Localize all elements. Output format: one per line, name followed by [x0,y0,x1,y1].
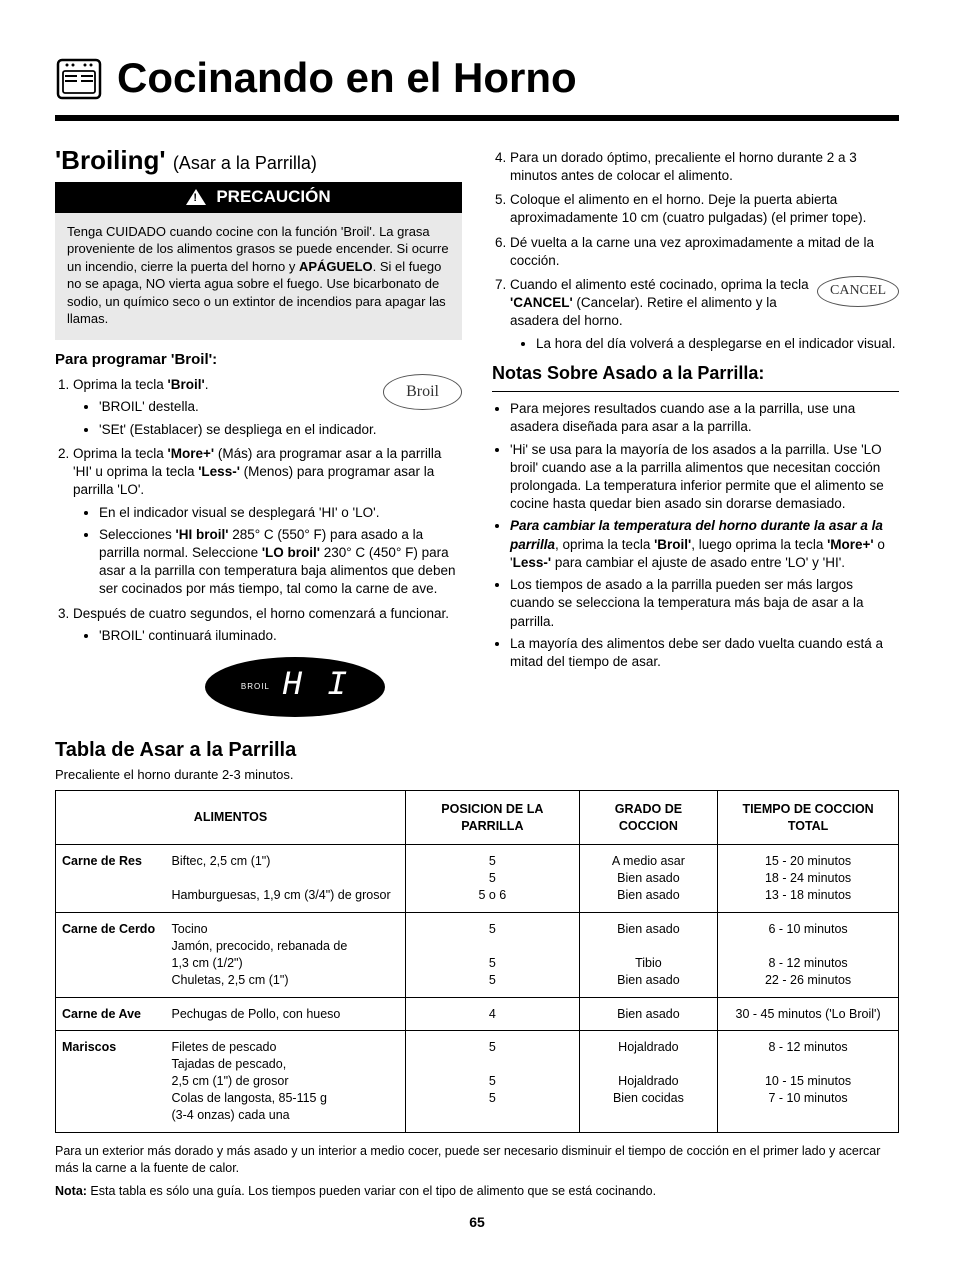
caution-body: Tenga CUIDADO cuando cocine con la funci… [55,213,462,340]
table-footer: Para un exterior más dorado y más asado … [55,1143,899,1200]
page-header: Cocinando en el Horno [55,50,899,107]
step-3: Después de cuatro segundos, el horno com… [73,605,462,645]
step-1b: 'SEt' (Establacer) se despliega en el in… [99,421,462,439]
step-7a: La hora del día volverá a desplegarse en… [536,335,899,353]
notes-list: Para mejores resultados cuando ase a la … [492,400,899,671]
step-2a: En el indicador visual se desplegará 'HI… [99,504,462,522]
th-rack: POSICION DE LA PARRILLA [406,790,580,845]
note-2: 'Hi' se usa para la mayoría de los asado… [510,441,899,514]
step-1-text: Oprima la tecla 'Broil'. [73,377,208,392]
display-big: H I [282,664,349,710]
right-column: Para un dorado óptimo, precaliente el ho… [492,143,899,723]
caution-bar: PRECAUCIÓN [55,182,462,213]
note-1: Para mejores resultados cuando ase a la … [510,400,899,436]
left-column: 'Broiling' (Asar a la Parrilla) PRECAUCI… [55,143,462,723]
section-title-sub: (Asar a la Parrilla) [173,153,317,173]
step-3-text: Después de cuatro segundos, el horno com… [73,606,449,621]
page-title: Cocinando en el Horno [117,50,577,107]
oven-display: BROIL H I [205,657,385,717]
broil-button[interactable]: Broil [383,374,462,410]
step-2b: Selecciones 'HI broil' 285° C (550° F) p… [99,526,462,599]
note-5: La mayoría des alimentos debe ser dado v… [510,635,899,671]
step-2: Oprima la tecla 'More+' (Más) ara progra… [73,445,462,599]
section-title-main: 'Broiling' [55,145,166,175]
footer-note-1: Para un exterior más dorado y más asado … [55,1143,899,1177]
step-6: Dé vuelta a la carne una vez aproximadam… [510,234,899,270]
warning-icon [186,189,206,205]
step-3a: 'BROIL' continuará iluminado. [99,627,462,645]
program-heading: Para programar 'Broil': [55,350,462,370]
step-4: Para un dorado óptimo, precaliente el ho… [510,149,899,185]
th-food: ALIMENTOS [56,790,406,845]
cancel-button[interactable]: CANCEL [817,276,899,307]
table-row: Carne de ResBiftec, 2,5 cm (1") Hamburgu… [56,845,899,913]
step-7: CANCEL Cuando el alimento esté cocinado,… [510,276,899,353]
broil-table: ALIMENTOS POSICION DE LA PARRILLA GRADO … [55,790,899,1133]
note-4: Los tiempos de asado a la parrilla puede… [510,576,899,631]
title-rule [55,115,899,121]
notes-rule [492,391,899,392]
step-2-text: Oprima la tecla 'More+' (Más) ara progra… [73,446,441,497]
step-7-text: Cuando el alimento esté cocinado, oprima… [510,277,809,328]
section-heading: 'Broiling' (Asar a la Parrilla) [55,143,462,178]
oven-icon [55,54,103,102]
table-title: Tabla de Asar a la Parrilla [55,737,899,764]
th-doneness: GRADO DE COCCION [579,790,717,845]
table-row: Carne de CerdoTocino Jamón, precocido, r… [56,913,899,998]
table-subtitle: Precaliente el horno durante 2-3 minutos… [55,766,899,784]
display-small: BROIL [241,682,270,693]
program-steps-left: Oprima la tecla 'Broil'. 'BROIL' destell… [55,376,462,645]
program-steps-right: Para un dorado óptimo, precaliente el ho… [492,149,899,353]
table-body: Carne de ResBiftec, 2,5 cm (1") Hamburgu… [56,845,899,1132]
table-header-row: ALIMENTOS POSICION DE LA PARRILLA GRADO … [56,790,899,845]
note-3: Para cambiar la temperatura del horno du… [510,517,899,572]
page-number: 65 [55,1213,899,1232]
footer-note-2: Nota: Esta tabla es sólo una guía. Los t… [55,1183,899,1200]
table-row: MariscosFiletes de pescado Tajadas de pe… [56,1031,899,1132]
caution-label: PRECAUCIÓN [216,186,330,209]
notes-title: Notas Sobre Asado a la Parrilla: [492,361,899,385]
table-row: Carne de AvePechugas de Pollo, con hueso… [56,997,899,1031]
step-5: Coloque el alimento en el horno. Deje la… [510,191,899,227]
th-time: TIEMPO DE COCCION TOTAL [718,790,899,845]
